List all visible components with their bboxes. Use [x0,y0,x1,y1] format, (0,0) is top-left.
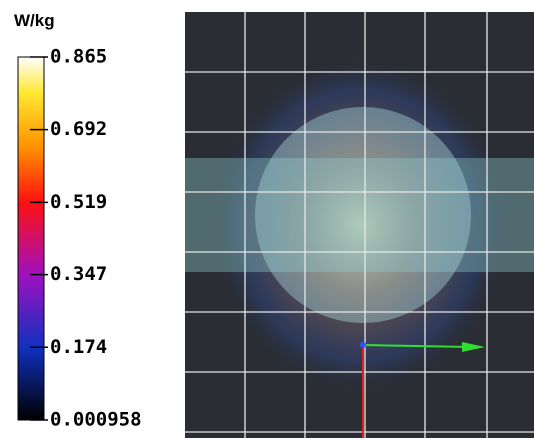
origin [360,342,366,348]
phantom [255,107,471,323]
colorbar-tick-label: 0.519 [50,191,107,213]
colorbar-tick-label: 0.347 [50,263,107,285]
colorbar-tick-label: 0.000958 [50,409,142,431]
screen: W/kg 0.865 0.692 0.519 0.347 0.174 0.000958 [0,0,534,438]
page: W/kg 0.8650.6920.5190.3470.1740.000958 (… [0,0,534,438]
colorbar-tick-label: 0.865 [50,46,107,68]
colorbar-tick-label: 0.174 [50,336,107,358]
colorbar [18,57,44,420]
field-view [185,12,534,438]
colorbar-tick-label: 0.692 [50,118,107,140]
colorbar-unit: W/kg [14,11,55,30]
